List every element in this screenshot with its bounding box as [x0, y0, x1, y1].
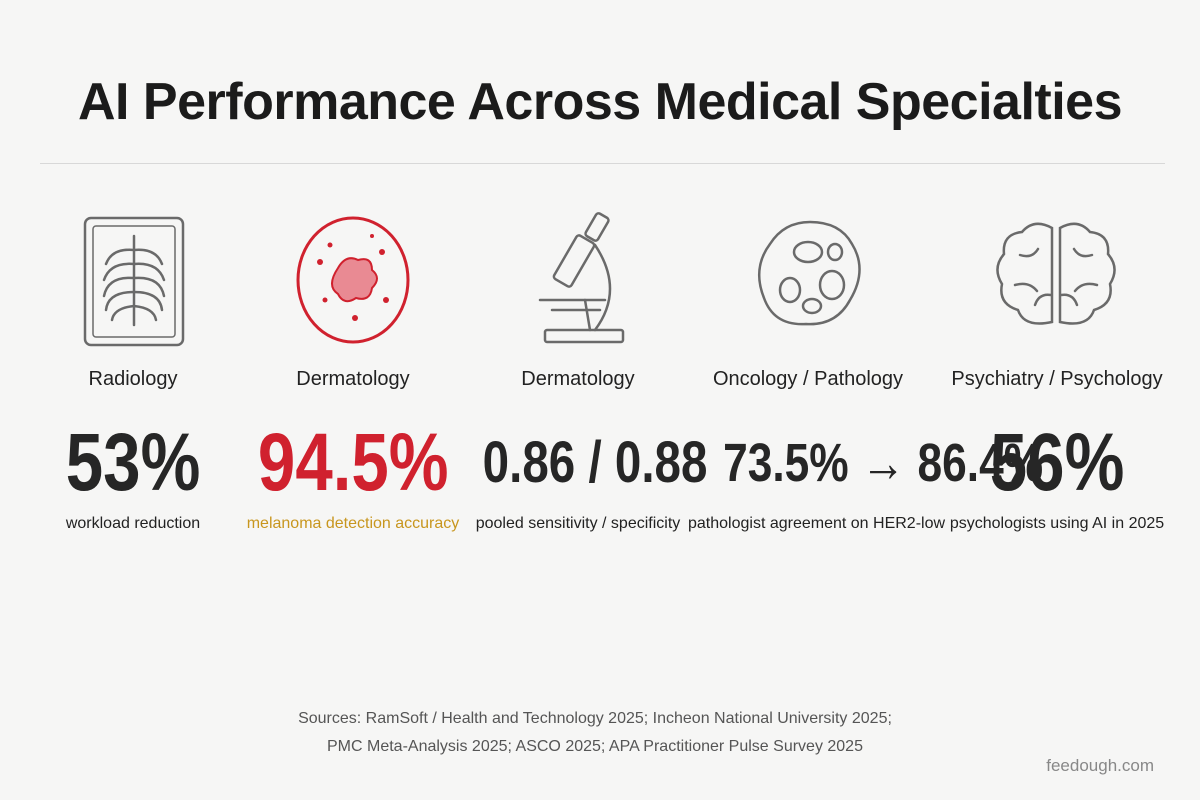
stat-text: 94.5%	[257, 417, 449, 508]
xray-icon	[83, 216, 185, 347]
stat-caption: melanoma detection accuracy	[246, 515, 460, 532]
sources-line: Sources: RamSoft / Health and Technology…	[298, 710, 892, 727]
skin-icon	[296, 216, 410, 344]
stat-text: 56%	[989, 417, 1125, 508]
stat-value: 73.5% → 86.4%	[688, 418, 1043, 508]
stat-text: 0.86 / 0.88	[482, 430, 708, 495]
specialty-label: Dermatology	[296, 368, 410, 390]
watermark: feedough.com	[1046, 756, 1154, 775]
title: AI Performance Across Medical Specialtie…	[77, 73, 1123, 131]
stat-text: 73.5% → 86.4%	[723, 433, 1044, 493]
specialty-label: Psychiatry / Psychology	[951, 368, 1163, 390]
stat-value: 53%	[13, 418, 253, 508]
specialty-label: Oncology / Pathology	[712, 368, 904, 390]
stat-value: 56%	[937, 418, 1177, 508]
stat-value: 0.86 / 0.88	[458, 418, 708, 508]
stat-caption: pathologist agreement on HER2-low	[688, 515, 946, 532]
icons	[83, 212, 1116, 347]
stat-value: 94.5%	[233, 418, 473, 508]
stat-caption: pooled sensitivity / specificity	[475, 515, 681, 532]
divider	[40, 163, 1165, 164]
specialty-label: Radiology	[88, 368, 178, 390]
stat-text: 53%	[65, 417, 201, 508]
cell-icon	[757, 220, 861, 326]
brain-icon	[996, 222, 1116, 325]
sources-line: PMC Meta-Analysis 2025; ASCO 2025; APA P…	[327, 738, 863, 755]
microscope-icon	[538, 212, 625, 344]
stat-caption: psychologists using AI in 2025	[949, 515, 1165, 532]
stat-caption: workload reduction	[65, 515, 201, 532]
specialty-label: Dermatology	[521, 368, 635, 390]
